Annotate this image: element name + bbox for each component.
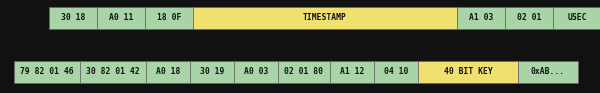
Bar	[278, 61, 330, 83]
Text: 02 01 80: 02 01 80	[284, 68, 323, 77]
Bar	[97, 7, 145, 29]
Text: 0xAB...: 0xAB...	[531, 68, 565, 77]
Bar	[457, 7, 505, 29]
Text: 30 19: 30 19	[200, 68, 224, 77]
Bar	[234, 61, 278, 83]
Text: A1 12: A1 12	[340, 68, 364, 77]
Bar	[80, 61, 146, 83]
Bar	[330, 61, 374, 83]
Text: A1 03: A1 03	[469, 13, 493, 23]
Bar	[518, 61, 578, 83]
Bar	[146, 61, 190, 83]
Bar	[14, 61, 80, 83]
Bar	[553, 7, 600, 29]
Bar	[193, 7, 457, 29]
Bar	[418, 61, 518, 83]
Bar	[190, 61, 234, 83]
Text: 04 10: 04 10	[384, 68, 408, 77]
Text: 30 18: 30 18	[61, 13, 85, 23]
Bar	[505, 7, 553, 29]
Text: 40 BIT KEY: 40 BIT KEY	[443, 68, 493, 77]
Text: A0 18: A0 18	[156, 68, 180, 77]
Bar	[374, 61, 418, 83]
Text: 79 82 01 46: 79 82 01 46	[20, 68, 74, 77]
Text: 02 01: 02 01	[517, 13, 541, 23]
Text: 18 0F: 18 0F	[157, 13, 181, 23]
Bar	[49, 7, 97, 29]
Bar	[145, 7, 193, 29]
Text: 30 82 01 42: 30 82 01 42	[86, 68, 140, 77]
Text: A0 11: A0 11	[109, 13, 133, 23]
Text: USEC: USEC	[567, 13, 587, 23]
Text: A0 03: A0 03	[244, 68, 268, 77]
Text: TIMESTAMP: TIMESTAMP	[303, 13, 347, 23]
